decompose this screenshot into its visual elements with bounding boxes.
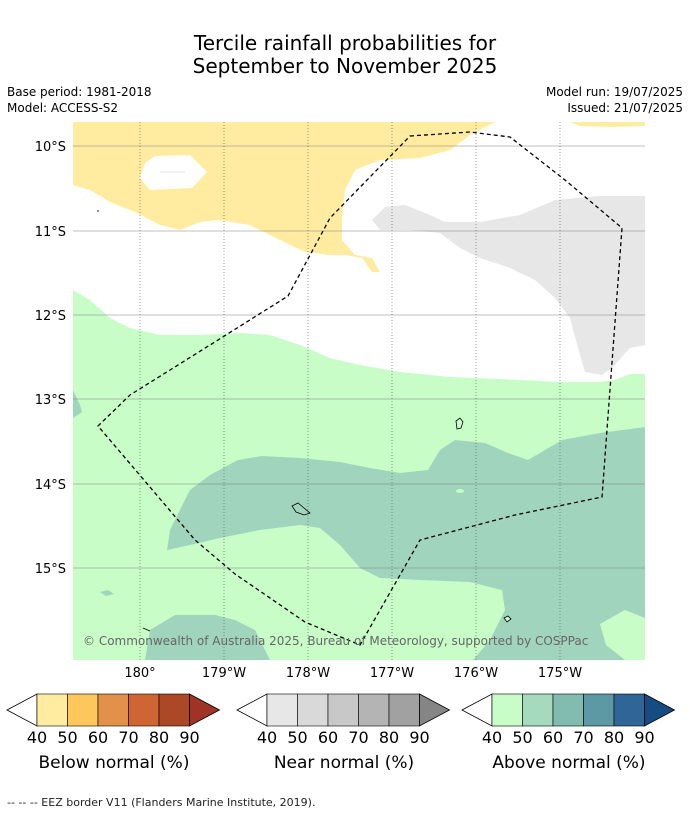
lon-label: 179°W bbox=[202, 666, 246, 681]
colorbar-tick-label: 50 bbox=[512, 728, 532, 747]
colorbar-tick-label: 60 bbox=[88, 728, 108, 747]
lon-label: 176°W bbox=[454, 666, 498, 681]
colorbar-tick-label: 90 bbox=[409, 728, 429, 747]
colorbar-tick-label: 60 bbox=[543, 728, 563, 747]
lat-label: 10°S bbox=[35, 140, 66, 155]
lon-label: 177°W bbox=[370, 666, 414, 681]
colorbar-tick-label: 40 bbox=[482, 728, 502, 747]
model-run: Model run: 19/07/2025 bbox=[545, 85, 683, 99]
colorbar-tick-label: 50 bbox=[57, 728, 77, 747]
colorbar-tick-label: 80 bbox=[604, 728, 624, 747]
colorbar-segment bbox=[552, 693, 584, 727]
island bbox=[503, 615, 512, 623]
lat-label: 12°S bbox=[35, 309, 66, 324]
colorbar-above-label: Above normal (%) bbox=[492, 753, 646, 773]
issued-date: Issued: 21/07/2025 bbox=[567, 101, 683, 115]
base-period: Base period: 1981-2018 bbox=[7, 85, 152, 99]
above-normal-region bbox=[145, 615, 270, 660]
below-normal-region bbox=[570, 122, 645, 127]
colorbar-segment bbox=[491, 693, 523, 727]
colorbar-tick-label: 60 bbox=[318, 728, 338, 747]
colorbar-segment bbox=[388, 693, 420, 727]
colorbar-segment bbox=[522, 693, 554, 727]
colorbar-tick-label: 70 bbox=[118, 728, 138, 747]
lat-label: 15°S bbox=[35, 562, 66, 577]
colorbar-tick-label: 40 bbox=[27, 728, 47, 747]
colorbar-tick-label: 90 bbox=[634, 728, 654, 747]
colorbar-max-arrow bbox=[189, 693, 221, 727]
colorbar-tick-label: 50 bbox=[287, 728, 307, 747]
island bbox=[455, 417, 464, 430]
colorbar-tick-label: 90 bbox=[179, 728, 199, 747]
colorbar-near-label: Near normal (%) bbox=[273, 753, 415, 773]
colorbar-below-label: Below normal (%) bbox=[38, 753, 190, 773]
above-normal-region bbox=[167, 427, 645, 660]
near-normal-region bbox=[372, 196, 645, 375]
colorbar-min-arrow bbox=[236, 693, 268, 727]
lon-label: 180° bbox=[124, 666, 155, 681]
lon-label: 175°W bbox=[538, 666, 582, 681]
island bbox=[291, 502, 311, 516]
colorbar-tick-label: 80 bbox=[379, 728, 399, 747]
colorbar-segment bbox=[358, 693, 390, 727]
colorbar-below-normal: 40 50 60 70 80 90 bbox=[6, 693, 221, 747]
map-title-line2: September to November 2025 bbox=[192, 54, 498, 78]
lat-label: 11°S bbox=[35, 225, 66, 240]
colorbar-tick-label: 40 bbox=[257, 728, 277, 747]
colorbar-segment bbox=[36, 693, 68, 727]
colorbar-segment bbox=[97, 693, 129, 727]
lat-label: 13°S bbox=[35, 393, 66, 408]
colorbar-segment bbox=[583, 693, 615, 727]
colorbar-tick-label: 70 bbox=[573, 728, 593, 747]
eez-legend: -- -- -- EEZ border V11 (Flanders Marine… bbox=[7, 796, 316, 809]
colorbar-min-arrow bbox=[6, 693, 38, 727]
colorbar-above-normal: 40 50 60 70 80 90 bbox=[461, 693, 676, 747]
colorbar-tick-label: 70 bbox=[348, 728, 368, 747]
lat-gridlines bbox=[73, 145, 645, 569]
lon-label: 178°W bbox=[286, 666, 330, 681]
eez-border bbox=[97, 131, 623, 646]
colorbar-max-arrow bbox=[644, 693, 676, 727]
colorbar-segment bbox=[158, 693, 190, 727]
colorbar-max-arrow bbox=[419, 693, 451, 727]
colorbar-segment bbox=[128, 693, 160, 727]
colorbar-min-arrow bbox=[461, 693, 493, 727]
copyright-notice: © Commonwealth of Australia 2025, Bureau… bbox=[83, 634, 588, 648]
colorbar-segment bbox=[297, 693, 329, 727]
map-title-line1: Tercile rainfall probabilities for bbox=[193, 31, 497, 55]
lat-label: 14°S bbox=[35, 478, 66, 493]
model-name: Model: ACCESS-S2 bbox=[7, 101, 119, 115]
colorbar-segment bbox=[266, 693, 298, 727]
colorbar-near-normal: 40 50 60 70 80 90 bbox=[236, 693, 451, 747]
colorbar-segment bbox=[67, 693, 99, 727]
colorbar-segment bbox=[613, 693, 645, 727]
colorbar-tick-label: 80 bbox=[149, 728, 169, 747]
colorbar-segment bbox=[327, 693, 359, 727]
